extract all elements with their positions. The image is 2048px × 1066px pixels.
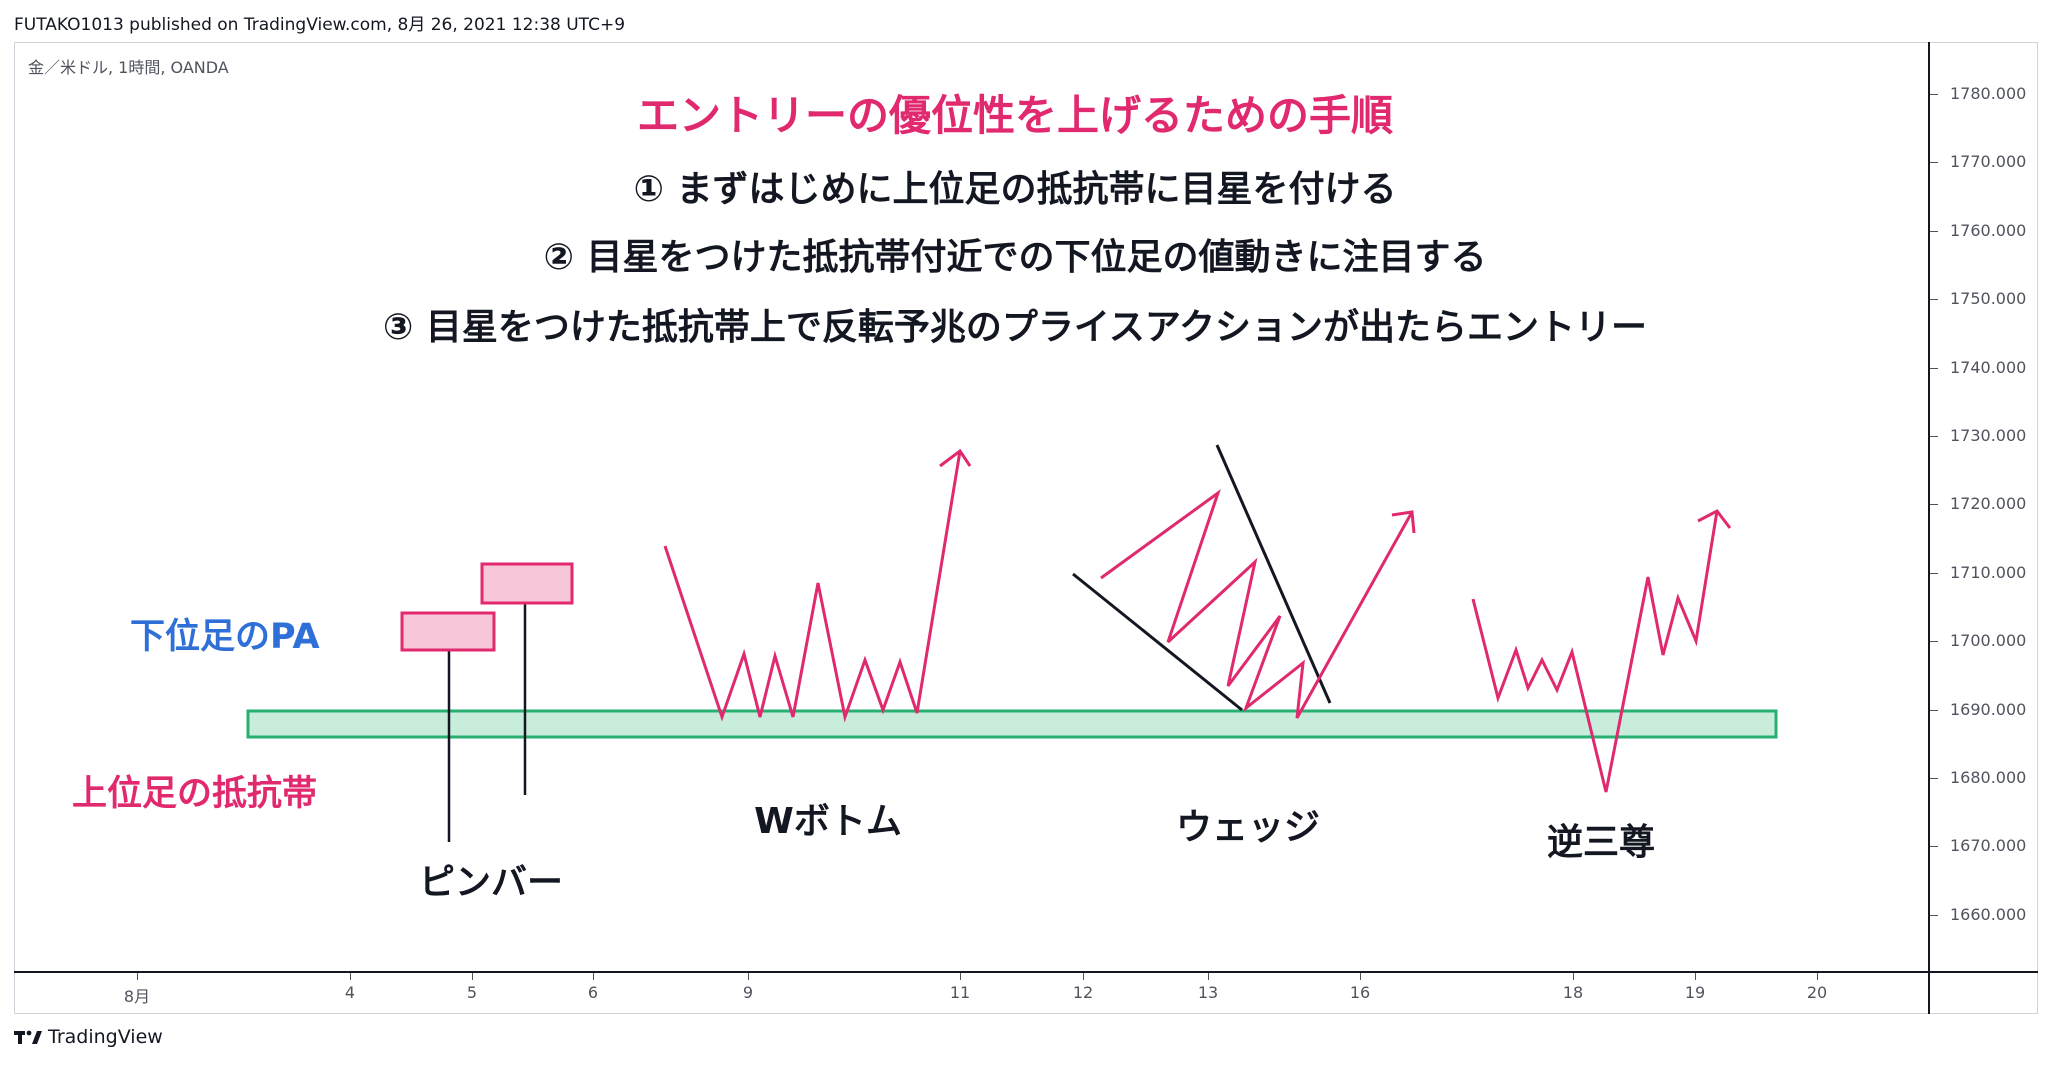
time-axis-divider bbox=[14, 971, 2038, 973]
resistance-zone bbox=[246, 709, 1778, 739]
time-axis-label: 5 bbox=[466, 983, 478, 1002]
time-axis-label: 19 bbox=[1684, 983, 1706, 1002]
price-axis-tick bbox=[1930, 162, 1938, 164]
time-axis-label: 13 bbox=[1197, 983, 1219, 1002]
upper-timeframe-zone-label: 上位足の抵抗帯 bbox=[72, 774, 318, 814]
price-axis-label: 1730.000 bbox=[1950, 426, 2027, 445]
price-axis-label: 1680.000 bbox=[1950, 768, 2027, 787]
time-axis-label: 16 bbox=[1349, 983, 1371, 1002]
time-axis-label: 12 bbox=[1072, 983, 1094, 1002]
inverse-hs-line bbox=[1471, 510, 1719, 793]
tradingview-brand-text: TradingView bbox=[48, 1026, 163, 1048]
time-axis-tick bbox=[1695, 973, 1696, 980]
time-axis-tick bbox=[1083, 973, 1084, 980]
price-axis-label: 1780.000 bbox=[1950, 84, 2027, 103]
main-title: エントリーの優位性を上げるための手順 bbox=[636, 91, 1393, 140]
price-axis-tick bbox=[1930, 299, 1938, 301]
price-axis-label: 1760.000 bbox=[1950, 220, 2027, 240]
published-line: FUTAKO1013 published on TradingView.com,… bbox=[14, 15, 626, 35]
price-axis-label: 1720.000 bbox=[1950, 494, 2027, 514]
chart-frame[interactable] bbox=[14, 42, 2038, 1014]
w-bottom-label: Wボトム bbox=[754, 801, 902, 842]
pinbar-body-1 bbox=[400, 611, 496, 652]
price-axis-tick bbox=[1930, 572, 1938, 574]
wedge-arrowhead bbox=[1391, 510, 1416, 534]
lower-timeframe-pa-label: 下位足のPA bbox=[130, 617, 320, 657]
step-1-text: ① まずはじめに上位足の抵抗帯に目星を付ける bbox=[633, 169, 1397, 210]
price-axis-label: 1660.000 bbox=[1950, 904, 2027, 924]
price-axis-tick bbox=[1930, 914, 1938, 916]
price-axis-tick bbox=[1930, 230, 1938, 232]
symbol-info[interactable]: 金／米ドル, 1時間, OANDA bbox=[28, 58, 229, 77]
price-axis-divider bbox=[1928, 42, 1930, 1014]
time-axis-label: 8月 bbox=[123, 987, 151, 1006]
wedge-lower-line bbox=[1072, 572, 1243, 712]
time-axis-tick bbox=[1817, 973, 1818, 980]
w-bottom-arrowhead bbox=[939, 448, 972, 468]
tradingview-logo-icon bbox=[14, 1030, 42, 1044]
time-axis-tick bbox=[137, 973, 138, 980]
price-axis-label: 1740.000 bbox=[1950, 357, 2027, 377]
price-axis-label: 1770.000 bbox=[1950, 152, 2027, 172]
time-axis-tick bbox=[748, 973, 749, 980]
price-axis-tick bbox=[1930, 367, 1938, 369]
wedge-upper-line bbox=[1215, 444, 1332, 704]
time-axis-tick bbox=[350, 973, 351, 980]
time-axis-tick bbox=[593, 973, 594, 980]
time-axis-label: 18 bbox=[1562, 983, 1584, 1002]
price-axis-label: 1690.000 bbox=[1950, 699, 2027, 719]
time-axis-tick bbox=[1208, 973, 1209, 980]
price-axis-tick bbox=[1930, 504, 1938, 506]
price-axis-label: 1670.000 bbox=[1950, 836, 2027, 856]
pinbar-body-2 bbox=[480, 562, 574, 605]
time-axis-label: 11 bbox=[949, 983, 971, 1002]
price-axis-tick bbox=[1930, 94, 1938, 95]
time-axis-label: 6 bbox=[587, 983, 599, 1002]
time-axis-tick bbox=[472, 973, 473, 980]
w-bottom-line bbox=[663, 450, 962, 723]
price-axis-label: 1750.000 bbox=[1950, 289, 2027, 309]
time-axis-tick bbox=[1360, 973, 1361, 980]
time-axis-tick bbox=[1573, 973, 1574, 980]
inverse-head-shoulders-label: 逆三尊 bbox=[1546, 822, 1656, 863]
time-axis-label: 20 bbox=[1806, 983, 1828, 1002]
step-2-text: ② 目星をつけた抵抗帯付近での下位足の値動きに注目する bbox=[543, 237, 1487, 278]
wedge-label: ウェッジ bbox=[1175, 807, 1321, 848]
price-axis-label: 1700.000 bbox=[1950, 631, 2027, 651]
tradingview-footer[interactable]: TradingView bbox=[14, 1026, 163, 1048]
price-axis-tick bbox=[1930, 778, 1938, 779]
price-axis-tick bbox=[1930, 436, 1938, 437]
price-axis-tick bbox=[1930, 846, 1938, 848]
time-axis-tick bbox=[960, 973, 961, 980]
price-axis-label: 1710.000 bbox=[1950, 562, 2027, 582]
step-3-text: ③ 目星をつけた抵抗帯上で反転予兆のプライスアクションが出たらエントリー bbox=[382, 307, 1648, 348]
price-axis-tick bbox=[1930, 641, 1938, 643]
wedge-price-line bbox=[1100, 489, 1414, 719]
pin-bar-label: ピンバー bbox=[418, 862, 564, 903]
inverse-hs-arrowhead bbox=[1697, 509, 1732, 529]
price-axis-tick bbox=[1930, 709, 1938, 711]
time-axis-label: 9 bbox=[742, 983, 754, 1002]
time-axis-label: 4 bbox=[344, 983, 356, 1002]
